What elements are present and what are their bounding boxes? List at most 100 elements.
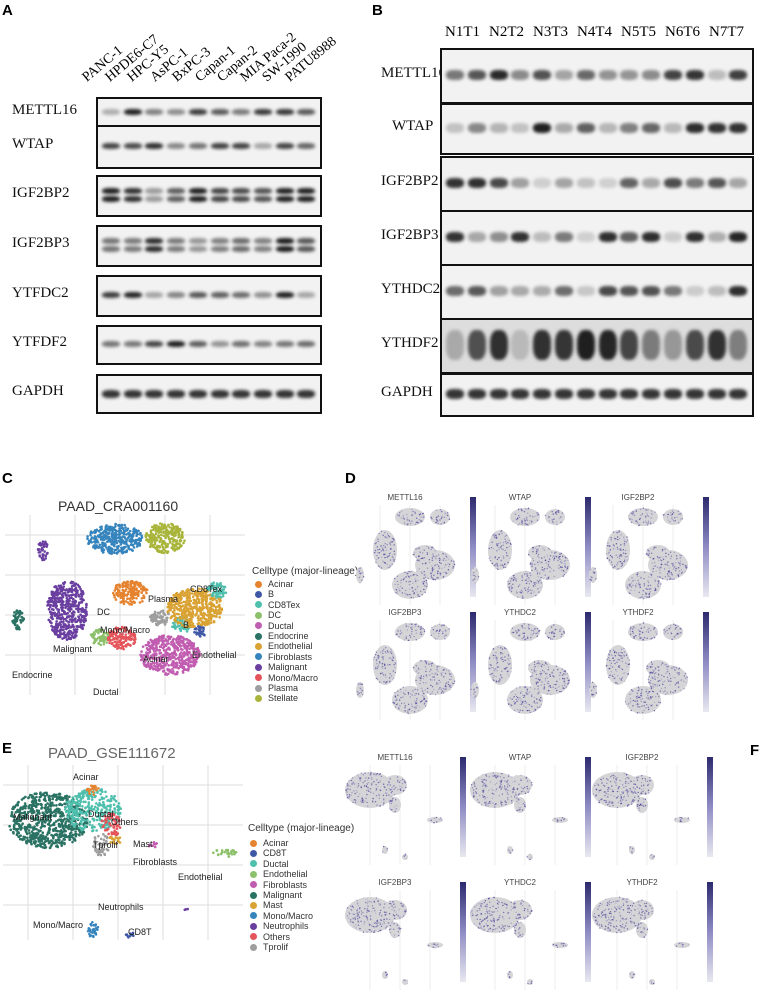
cell-point xyxy=(416,559,418,561)
cell-point xyxy=(394,663,397,665)
cell-point xyxy=(619,555,621,557)
band xyxy=(275,292,294,298)
cell-point xyxy=(128,597,132,600)
blot-strip xyxy=(96,175,322,217)
cell-point xyxy=(536,681,539,683)
band xyxy=(620,286,639,296)
cell-point xyxy=(494,537,496,539)
cell-point xyxy=(676,557,678,560)
cell-point xyxy=(393,577,396,580)
cell-point xyxy=(497,557,500,559)
cell-point xyxy=(670,555,673,557)
cell-point xyxy=(426,687,429,690)
cell-point xyxy=(643,577,645,580)
cell-point xyxy=(534,568,536,571)
band xyxy=(576,70,595,80)
cell-point xyxy=(410,575,412,577)
cell-point xyxy=(79,619,82,623)
cell-point xyxy=(201,602,204,606)
cell-point xyxy=(404,571,406,574)
cell-point xyxy=(100,536,103,540)
cell-point xyxy=(553,518,556,520)
cell-point xyxy=(438,623,441,625)
cell-point xyxy=(442,687,445,690)
cell-point xyxy=(198,587,201,591)
cell-point xyxy=(526,516,528,519)
band xyxy=(707,70,726,80)
cell-point xyxy=(504,566,507,569)
cell-point xyxy=(175,597,179,601)
band xyxy=(210,109,229,115)
cell-point xyxy=(360,688,362,690)
cell-point xyxy=(376,554,378,557)
cell-point xyxy=(520,589,523,592)
cell-point xyxy=(679,513,682,515)
cell-point xyxy=(442,691,445,694)
cell-point xyxy=(375,667,377,670)
cell-point xyxy=(522,694,524,697)
cell-point xyxy=(191,622,195,625)
cell-point xyxy=(509,697,511,699)
cell-point xyxy=(388,554,390,557)
cell-point xyxy=(421,562,424,565)
cell-point xyxy=(140,650,143,653)
cell-point xyxy=(156,549,159,553)
cell-point xyxy=(537,581,540,583)
band xyxy=(685,286,704,296)
cell-point xyxy=(358,568,360,570)
cell-point xyxy=(636,573,638,576)
cell-point xyxy=(679,570,681,572)
cell-point xyxy=(518,630,520,632)
cell-point xyxy=(488,657,491,660)
cell-point xyxy=(514,513,517,515)
cell-point xyxy=(671,513,674,515)
cell-point xyxy=(493,535,495,537)
cell-point xyxy=(215,584,218,588)
cell-point xyxy=(118,585,122,589)
cell-point xyxy=(400,582,402,584)
band xyxy=(210,196,229,202)
cell-point xyxy=(450,686,452,689)
cell-point xyxy=(453,682,455,685)
cell-point xyxy=(82,623,86,627)
cell-point xyxy=(440,672,442,675)
cell-point xyxy=(419,590,422,593)
cell-point xyxy=(118,527,121,530)
cell-point xyxy=(52,608,55,611)
cell-point xyxy=(430,575,433,577)
cell-point xyxy=(490,546,493,549)
cell-point xyxy=(391,554,394,556)
cell-point xyxy=(70,607,73,611)
band xyxy=(232,196,251,202)
cell-point xyxy=(497,543,500,545)
cell-point xyxy=(196,654,200,658)
cell-point xyxy=(155,641,159,644)
cell-point xyxy=(410,710,413,712)
cell-point xyxy=(416,591,418,593)
cell-point xyxy=(129,590,132,594)
cell-point xyxy=(182,654,185,658)
cell-point xyxy=(453,560,455,562)
cell-point xyxy=(413,573,415,576)
cell-point xyxy=(66,611,69,615)
cell-point xyxy=(143,660,147,663)
cell-point xyxy=(532,672,534,674)
cell-point xyxy=(435,509,438,512)
cell-point xyxy=(545,676,548,678)
cell-point xyxy=(544,678,547,680)
cell-point xyxy=(121,585,124,589)
cell-point xyxy=(391,556,394,558)
cell-point xyxy=(403,710,406,712)
cell-point xyxy=(387,664,389,666)
cell-point xyxy=(117,593,121,597)
cell-point xyxy=(124,638,128,641)
cluster-label: B xyxy=(183,620,189,630)
cell-point xyxy=(503,659,506,662)
cell-point xyxy=(111,591,115,595)
cell-point xyxy=(390,652,392,654)
cell-point xyxy=(548,558,551,560)
cell-point xyxy=(518,711,521,713)
cell-point xyxy=(411,570,413,573)
cell-point xyxy=(122,529,126,533)
cell-point xyxy=(651,562,653,564)
